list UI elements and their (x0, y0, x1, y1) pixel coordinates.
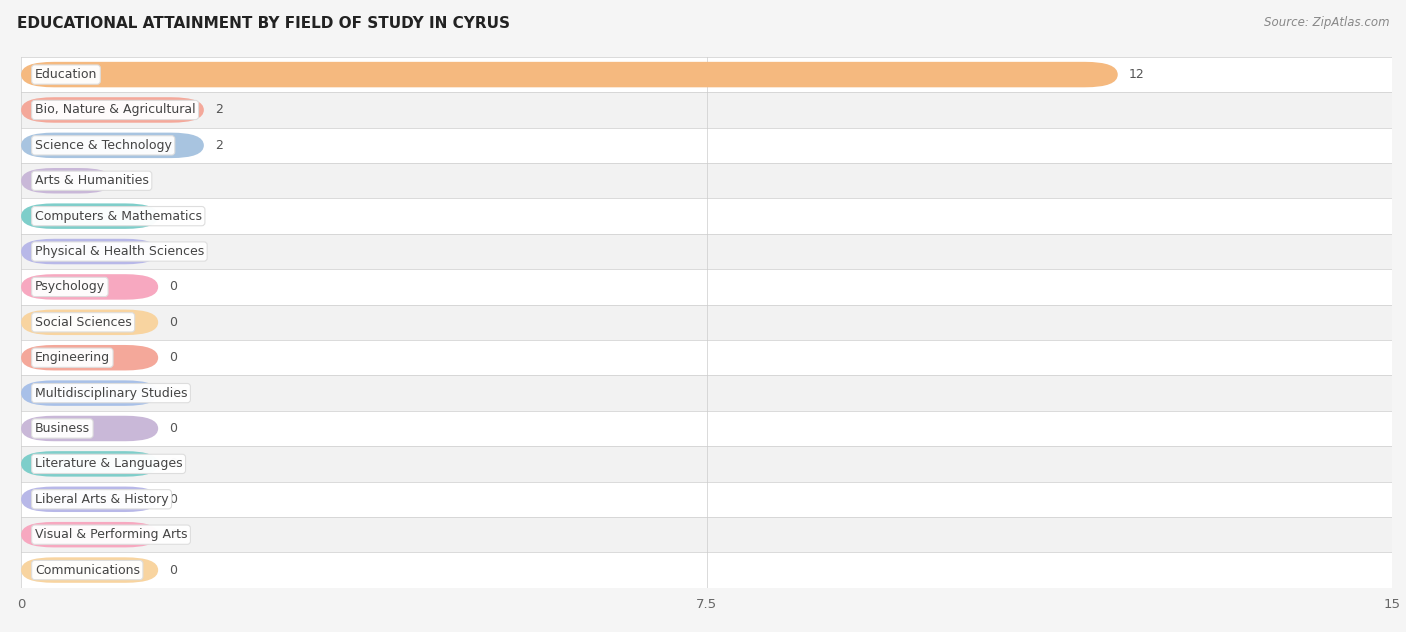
Text: Psychology: Psychology (35, 281, 105, 293)
FancyBboxPatch shape (21, 234, 1392, 269)
Text: Engineering: Engineering (35, 351, 110, 364)
FancyBboxPatch shape (21, 557, 159, 583)
FancyBboxPatch shape (21, 305, 1392, 340)
Text: Science & Technology: Science & Technology (35, 139, 172, 152)
FancyBboxPatch shape (21, 204, 159, 229)
FancyBboxPatch shape (21, 310, 159, 335)
FancyBboxPatch shape (21, 522, 159, 547)
Text: 0: 0 (169, 351, 177, 364)
Text: 12: 12 (1129, 68, 1144, 81)
FancyBboxPatch shape (21, 345, 159, 370)
FancyBboxPatch shape (21, 451, 159, 477)
Text: Visual & Performing Arts: Visual & Performing Arts (35, 528, 187, 541)
Text: Social Sciences: Social Sciences (35, 316, 132, 329)
FancyBboxPatch shape (21, 416, 159, 441)
FancyBboxPatch shape (21, 62, 1118, 87)
FancyBboxPatch shape (21, 198, 1392, 234)
Text: 2: 2 (215, 104, 222, 116)
Text: Source: ZipAtlas.com: Source: ZipAtlas.com (1264, 16, 1389, 29)
Text: Literature & Languages: Literature & Languages (35, 458, 183, 470)
Text: 0: 0 (169, 316, 177, 329)
Text: Business: Business (35, 422, 90, 435)
Text: 1: 1 (124, 174, 131, 187)
Text: Multidisciplinary Studies: Multidisciplinary Studies (35, 387, 187, 399)
FancyBboxPatch shape (21, 487, 159, 512)
FancyBboxPatch shape (21, 375, 1392, 411)
Text: Education: Education (35, 68, 97, 81)
Text: 2: 2 (215, 139, 222, 152)
Text: Communications: Communications (35, 564, 139, 576)
Text: 0: 0 (169, 387, 177, 399)
FancyBboxPatch shape (21, 340, 1392, 375)
FancyBboxPatch shape (21, 57, 1392, 92)
FancyBboxPatch shape (21, 274, 159, 300)
FancyBboxPatch shape (21, 269, 1392, 305)
FancyBboxPatch shape (21, 517, 1392, 552)
FancyBboxPatch shape (21, 168, 112, 193)
FancyBboxPatch shape (21, 128, 1392, 163)
FancyBboxPatch shape (21, 482, 1392, 517)
FancyBboxPatch shape (21, 163, 1392, 198)
FancyBboxPatch shape (21, 92, 1392, 128)
FancyBboxPatch shape (21, 446, 1392, 482)
Text: Bio, Nature & Agricultural: Bio, Nature & Agricultural (35, 104, 195, 116)
Text: 0: 0 (169, 281, 177, 293)
Text: 0: 0 (169, 210, 177, 222)
Text: 0: 0 (169, 564, 177, 576)
Text: Computers & Mathematics: Computers & Mathematics (35, 210, 202, 222)
Text: 0: 0 (169, 458, 177, 470)
Text: Arts & Humanities: Arts & Humanities (35, 174, 149, 187)
Text: 0: 0 (169, 528, 177, 541)
FancyBboxPatch shape (21, 552, 1392, 588)
FancyBboxPatch shape (21, 97, 204, 123)
Text: 0: 0 (169, 245, 177, 258)
Text: 0: 0 (169, 493, 177, 506)
FancyBboxPatch shape (21, 380, 159, 406)
Text: 0: 0 (169, 422, 177, 435)
Text: EDUCATIONAL ATTAINMENT BY FIELD OF STUDY IN CYRUS: EDUCATIONAL ATTAINMENT BY FIELD OF STUDY… (17, 16, 510, 31)
Text: Liberal Arts & History: Liberal Arts & History (35, 493, 169, 506)
Text: Physical & Health Sciences: Physical & Health Sciences (35, 245, 204, 258)
FancyBboxPatch shape (21, 411, 1392, 446)
FancyBboxPatch shape (21, 133, 204, 158)
FancyBboxPatch shape (21, 239, 159, 264)
